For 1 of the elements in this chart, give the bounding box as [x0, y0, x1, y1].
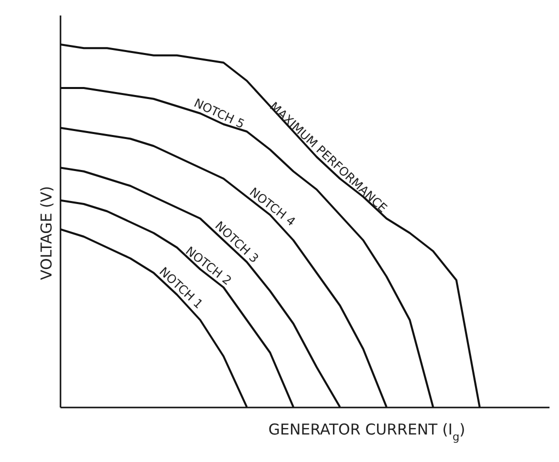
y-axis-title: VOLTAGE (V)	[38, 186, 56, 280]
